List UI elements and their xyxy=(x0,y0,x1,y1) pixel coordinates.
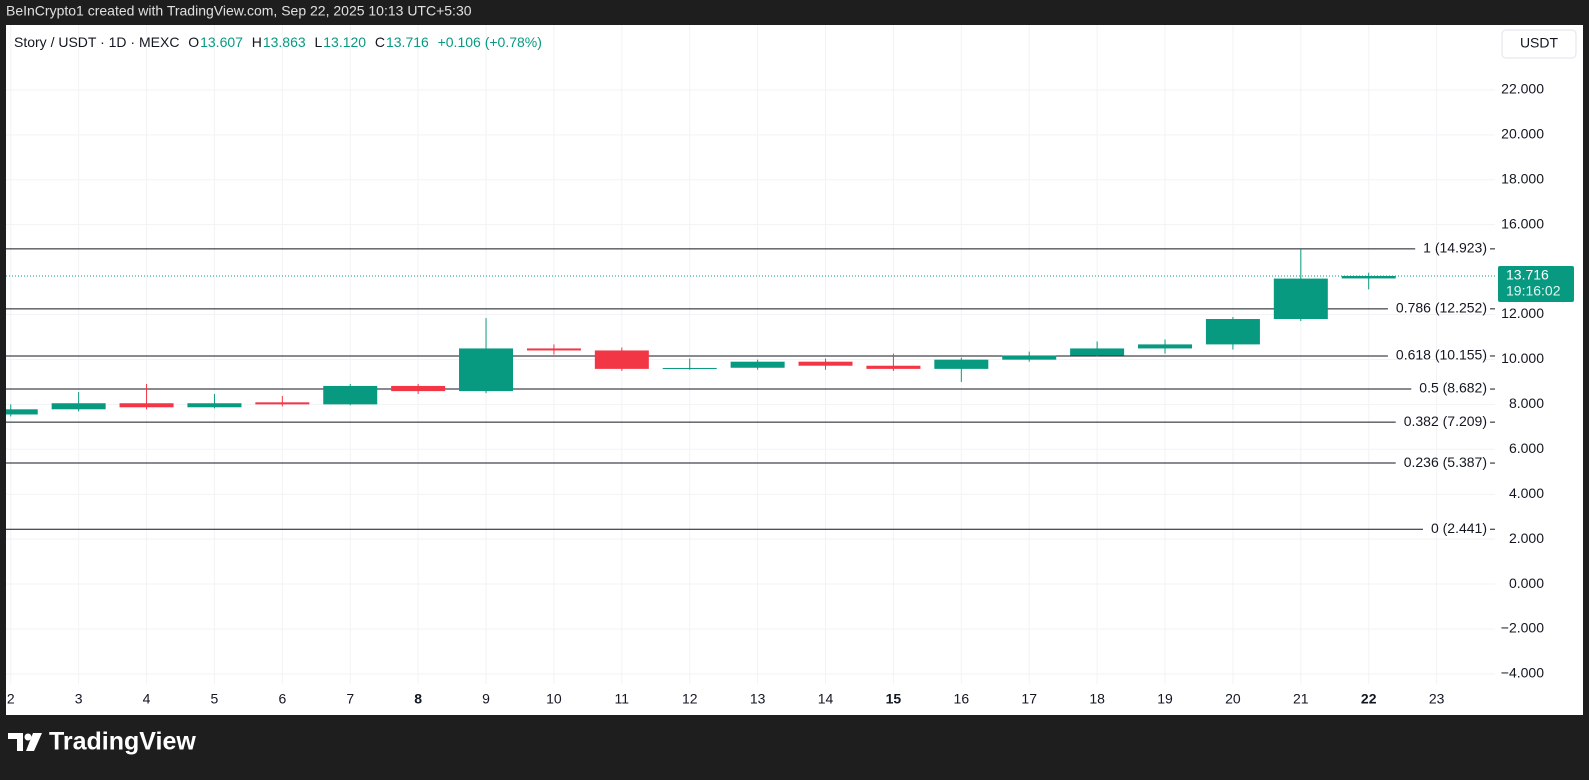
y-tick-label: 2.000 xyxy=(1509,530,1544,546)
y-tick-label: 18.000 xyxy=(1501,170,1544,186)
logo-shape xyxy=(8,733,23,751)
x-tick-label: 13 xyxy=(750,691,766,707)
legend: Story / USDT · 1D · MEXC O13.607 H13.863… xyxy=(14,34,543,50)
candle-body xyxy=(866,365,921,369)
fib-label: 0.382 (7.209) xyxy=(1404,413,1487,429)
fib-label: 0.5 (8.682) xyxy=(1419,380,1487,396)
x-tick-label: 14 xyxy=(818,691,834,707)
x-tick-label: 10 xyxy=(546,691,562,707)
candle-body xyxy=(730,361,785,368)
ohlc-label: H xyxy=(251,34,262,50)
x-tick-label: 18 xyxy=(1089,691,1105,707)
logo-shape xyxy=(24,733,32,741)
countdown: 19:16:02 xyxy=(1506,283,1561,299)
x-tick-label: 8 xyxy=(414,691,422,707)
candle-body xyxy=(1138,344,1193,349)
x-tick-label: 2 xyxy=(7,691,15,707)
currency-button[interactable] xyxy=(1501,29,1577,59)
ohlc-value: 13.863 xyxy=(262,34,306,50)
ohlc-label: C xyxy=(374,34,385,50)
candle-body xyxy=(1070,348,1125,356)
y-tick-label: 4.000 xyxy=(1509,485,1544,501)
x-tick-label: 6 xyxy=(278,691,286,707)
candle-body xyxy=(6,409,38,415)
candle-body xyxy=(526,348,581,351)
x-tick-label: 4 xyxy=(143,691,151,707)
x-tick-label: 19 xyxy=(1157,691,1173,707)
candle-body xyxy=(187,403,242,408)
candle-body xyxy=(119,403,174,408)
candle-body xyxy=(798,361,853,366)
candle-body xyxy=(1341,275,1396,279)
x-tick-label: 16 xyxy=(954,691,970,707)
fib-label: 0 (2.441) xyxy=(1431,520,1487,536)
y-tick-label: 10.000 xyxy=(1501,350,1544,366)
y-tick-label: 0.000 xyxy=(1509,575,1544,591)
x-tick-label: 22 xyxy=(1361,691,1377,707)
x-tick-label: 11 xyxy=(615,691,630,707)
ohlc-value: 13.120 xyxy=(323,34,367,50)
y-tick-label: −4.000 xyxy=(1501,665,1544,681)
fib-label: 0.786 (12.252) xyxy=(1396,300,1487,316)
candle-body xyxy=(391,385,446,392)
x-tick-label: 23 xyxy=(1429,691,1445,707)
candle-body xyxy=(51,403,106,410)
ohlc-label: O xyxy=(188,34,200,50)
y-tick-label: 22.000 xyxy=(1501,81,1544,97)
chart-panel xyxy=(6,25,1583,715)
x-tick-label: 15 xyxy=(886,691,902,707)
y-tick-label: 8.000 xyxy=(1509,395,1544,411)
y-tick-label: 6.000 xyxy=(1509,440,1544,456)
y-tick-label: −2.000 xyxy=(1501,620,1544,636)
price-tag-value: 13.716 xyxy=(1506,267,1549,283)
candle-body xyxy=(1002,355,1057,360)
x-tick-label: 12 xyxy=(682,691,698,707)
ohlc-label: L xyxy=(314,34,323,50)
x-tick-label: 7 xyxy=(346,691,354,707)
candle-body xyxy=(1205,319,1260,345)
x-tick-label: 20 xyxy=(1225,691,1241,707)
fib-label: 0.618 (10.155) xyxy=(1396,347,1487,363)
x-tick-label: 9 xyxy=(482,691,490,707)
attribution: BeInCrypto1 created with TradingView.com… xyxy=(6,3,472,19)
brand: TradingView xyxy=(49,728,196,756)
fib-label: 1 (14.923) xyxy=(1423,240,1487,256)
ohlc-value: 13.716 xyxy=(385,34,429,50)
candle-body xyxy=(662,367,717,369)
y-tick-label: 20.000 xyxy=(1501,126,1544,142)
y-tick-label: 16.000 xyxy=(1501,215,1544,231)
currency[interactable]: USDT xyxy=(1520,35,1559,51)
plot: 1 (14.923) 0.786 (12.252) 0.618 (10.155) 0.… xyxy=(6,240,1495,536)
candle-body xyxy=(1273,278,1328,320)
fib-label: 0.236 (5.387) xyxy=(1404,454,1487,470)
candle-body xyxy=(459,348,514,392)
y-tick-label: 12.000 xyxy=(1501,305,1544,321)
price-tag xyxy=(1498,265,1574,302)
symbol: Story / USDT · 1D · MEXC xyxy=(14,34,180,50)
x-tick-label: 21 xyxy=(1293,691,1309,707)
ohlc-value: 13.607 xyxy=(200,34,243,50)
logo-icon xyxy=(8,733,42,751)
logo-shape xyxy=(26,733,42,751)
candle-body xyxy=(323,385,378,405)
candle-body xyxy=(594,350,649,369)
change: +0.106 (+0.78%) xyxy=(437,34,542,50)
x-tick-label: 3 xyxy=(75,691,83,707)
candle-body xyxy=(255,402,310,405)
candle-body xyxy=(934,359,989,369)
x-tick-label: 17 xyxy=(1021,691,1037,707)
x-tick-label: 5 xyxy=(211,691,219,707)
